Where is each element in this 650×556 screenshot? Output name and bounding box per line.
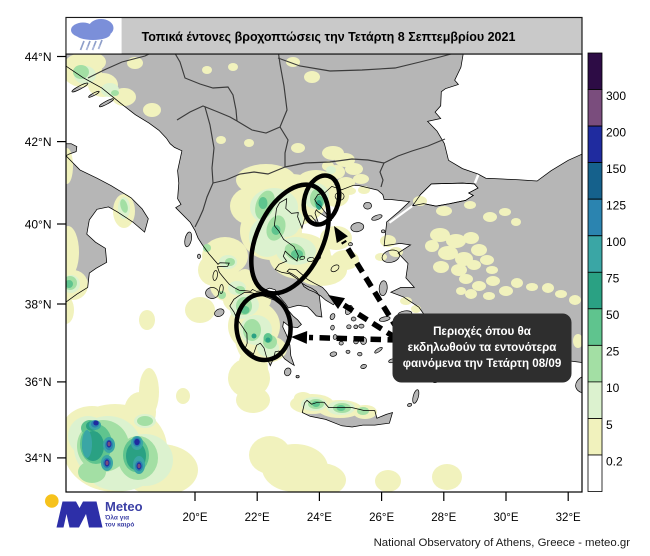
svg-text:εκδηλωθούν τα εντονότερα: εκδηλωθούν τα εντονότερα [408, 341, 558, 354]
svg-text:34°N: 34°N [25, 451, 52, 465]
svg-text:25: 25 [606, 345, 620, 359]
svg-text:5: 5 [606, 418, 613, 432]
svg-text:38°N: 38°N [25, 297, 52, 311]
svg-text:28°E: 28°E [431, 512, 456, 524]
svg-text:200: 200 [606, 125, 626, 139]
svg-text:φαινόμενα την Τετάρτη 08/09: φαινόμενα την Τετάρτη 08/09 [403, 357, 562, 370]
svg-text:τον καιρό: τον καιρό [105, 522, 134, 529]
svg-text:44°N: 44°N [25, 50, 52, 64]
svg-text:22°E: 22°E [245, 512, 270, 524]
svg-text:Περιοχές όπου θα: Περιοχές όπου θα [433, 325, 532, 338]
svg-text:50: 50 [606, 308, 620, 322]
svg-text:National Observatory of Athens: National Observatory of Athens, Greece -… [374, 537, 631, 549]
svg-text:150: 150 [606, 162, 626, 176]
svg-text:36°N: 36°N [25, 375, 52, 389]
svg-text:Τοπικά έντονες βροχοπτώσεις τη: Τοπικά έντονες βροχοπτώσεις την Τετάρτη … [142, 30, 516, 44]
svg-text:300: 300 [606, 89, 626, 103]
svg-text:42°N: 42°N [25, 135, 52, 149]
svg-text:0.2: 0.2 [606, 454, 623, 468]
svg-text:75: 75 [606, 272, 620, 286]
svg-text:125: 125 [606, 199, 626, 213]
svg-text:40°N: 40°N [25, 217, 52, 231]
svg-text:Όλα για: Όλα για [104, 514, 129, 522]
svg-text:32°E: 32°E [556, 512, 581, 524]
svg-text:30°E: 30°E [493, 512, 518, 524]
svg-text:24°E: 24°E [307, 512, 332, 524]
svg-text:Meteo: Meteo [105, 499, 143, 514]
svg-text:100: 100 [606, 235, 626, 249]
svg-text:20°E: 20°E [182, 512, 207, 524]
svg-text:10: 10 [606, 381, 620, 395]
svg-text:26°E: 26°E [369, 512, 394, 524]
